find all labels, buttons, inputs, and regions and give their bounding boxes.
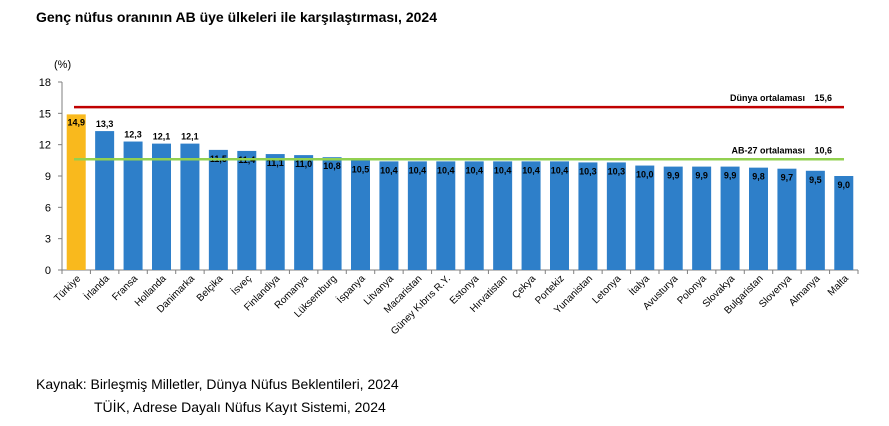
y-tick-label: 3 (45, 234, 51, 246)
bar (578, 162, 598, 270)
chart-title: Genç nüfus oranının AB üye ülkeleri ile … (36, 9, 437, 25)
y-axis-unit-label: (%) (54, 59, 71, 71)
bar-value-label: 10,3 (579, 166, 597, 176)
bar (493, 161, 513, 270)
category-label: Almanya (787, 273, 823, 309)
bar (294, 155, 314, 270)
bar (95, 131, 115, 270)
bar (436, 161, 456, 270)
bar-value-label: 10,5 (352, 164, 370, 174)
bar (351, 160, 370, 270)
bar-value-label: 12,1 (153, 132, 171, 142)
bar (692, 166, 712, 270)
bar-value-label: 14,9 (67, 117, 85, 127)
reference-line-label: AB-27 ortalaması (731, 145, 805, 155)
bar (777, 168, 797, 270)
category-label: Letonya (591, 273, 624, 306)
bar (152, 143, 171, 270)
reference-line-value: 15,6 (814, 93, 832, 103)
bar (720, 166, 740, 270)
y-tick-label: 18 (39, 77, 51, 89)
category-label: Malta (826, 273, 851, 298)
bar-value-label: 9,9 (667, 171, 680, 181)
bar (550, 161, 569, 270)
bar (464, 161, 484, 270)
bar (237, 150, 257, 270)
source-line-2: TÜİK, Adrese Dayalı Nüfus Kayıt Sistemi,… (94, 399, 386, 415)
bar-value-label: 11,0 (295, 159, 312, 169)
bar-chart: (%)036912151814,9Türkiye13,3İrlanda12,3F… (39, 59, 859, 337)
y-tick-label: 12 (39, 140, 51, 152)
bar-value-label: 10,8 (323, 161, 341, 171)
bar (379, 161, 399, 270)
bar-value-label: 10,4 (437, 165, 455, 175)
category-label: İsveç (228, 272, 254, 298)
bar-value-label: 10,4 (551, 165, 569, 175)
bar-value-label: 10,3 (608, 166, 626, 176)
bar (521, 161, 541, 270)
bar-value-label: 9,0 (838, 180, 851, 190)
bar (123, 141, 143, 270)
source-line-1: Kaynak: Birleşmiş Milletler, Dünya Nüfus… (36, 376, 399, 392)
category-label: Türkiye (52, 273, 83, 304)
y-tick-label: 0 (45, 265, 51, 277)
bar-value-label: 9,7 (781, 173, 794, 183)
bar (834, 176, 854, 270)
bar (749, 167, 768, 270)
bar-value-label: 11,1 (267, 158, 284, 168)
bar (407, 161, 427, 270)
bar (322, 157, 342, 270)
bar (265, 154, 285, 270)
bar (66, 114, 86, 270)
bar-value-label: 12,3 (124, 130, 142, 140)
bar-value-label: 10,4 (380, 165, 398, 175)
bar (663, 166, 683, 270)
bar-value-label: 10,4 (409, 165, 427, 175)
bar (805, 170, 825, 270)
bar-value-label: 9,9 (695, 171, 708, 181)
bar-value-label: 9,5 (809, 175, 822, 185)
reference-line-value: 10,6 (814, 145, 832, 155)
bar-value-label: 10,4 (465, 165, 483, 175)
bar-value-label: 10,4 (522, 165, 540, 175)
reference-line-label: Dünya ortalaması (730, 93, 805, 103)
bar (635, 165, 655, 270)
bar-value-label: 10,4 (494, 165, 512, 175)
y-tick-label: 15 (39, 108, 51, 120)
bar (606, 162, 626, 270)
bar-value-label: 9,9 (724, 171, 737, 181)
bar-value-label: 12,1 (181, 132, 199, 142)
bar-value-label: 9,8 (752, 172, 765, 182)
bar (208, 149, 228, 270)
category-label: İrlanda (81, 272, 112, 303)
category-label: Belçika (195, 273, 226, 304)
category-label: İtalya (626, 272, 652, 298)
bar-value-label: 10,0 (636, 170, 654, 180)
y-tick-label: 6 (45, 202, 51, 214)
y-tick-label: 9 (45, 171, 51, 183)
bar (180, 143, 200, 270)
bar-value-label: 13,3 (96, 119, 114, 129)
